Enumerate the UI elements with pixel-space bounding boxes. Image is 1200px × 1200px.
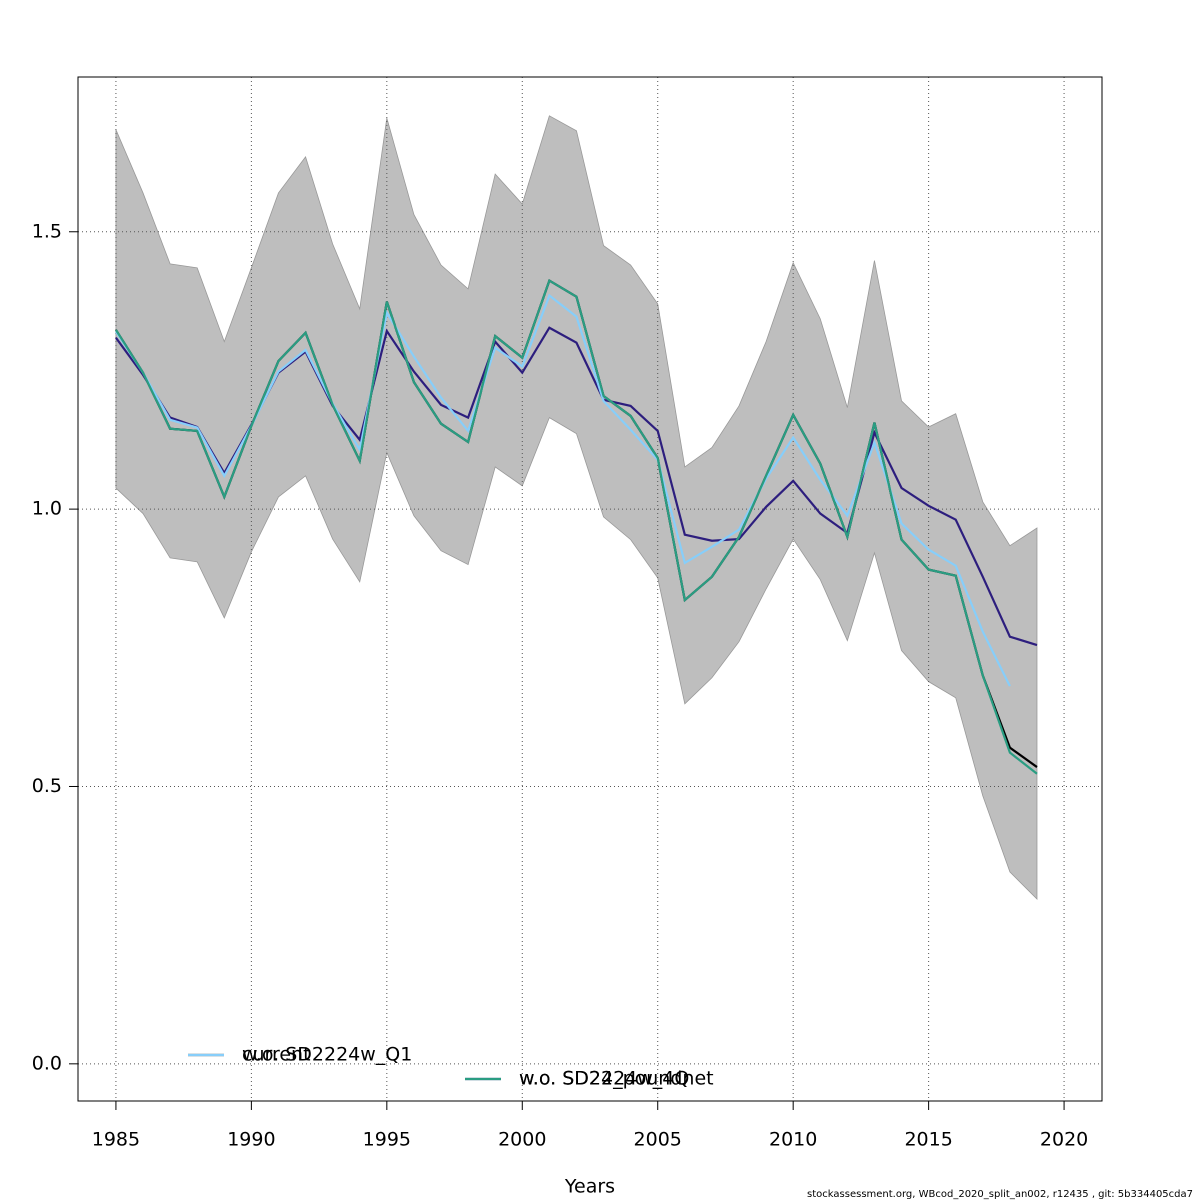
confidence-band [115,115,1038,901]
x-axis-label: Years [564,1176,615,1198]
footer: stockassessment.org, WBcod_2020_split_an… [807,1189,1193,1200]
legend-label: current [242,1044,311,1066]
x-tick-label: 1990 [227,1129,275,1151]
y-tick-label: 1.5 [32,220,62,242]
x-tick-label: 2010 [769,1129,817,1151]
y-tick-label: 1.0 [32,498,62,520]
x-tick-label: 2015 [904,1129,952,1151]
x-tick-label: 2005 [634,1129,682,1151]
y-tick-label: 0.5 [32,775,62,797]
y-tick-label: 0.0 [32,1052,62,1074]
plot-frame [77,76,1103,1102]
legend-label: w.o. SD2224w_4Q [519,1068,689,1090]
x-tick-label: 1995 [363,1129,411,1151]
series-line [114,278,1038,775]
legend-label: w.o. SD24_poundnet [519,1068,714,1090]
x-tick-label: 2020 [1040,1129,1088,1151]
x-tick-label: 1985 [92,1129,140,1151]
x-tick-label: 2000 [498,1129,546,1151]
legend-label: w.o. SD2224w_Q1 [242,1044,412,1066]
